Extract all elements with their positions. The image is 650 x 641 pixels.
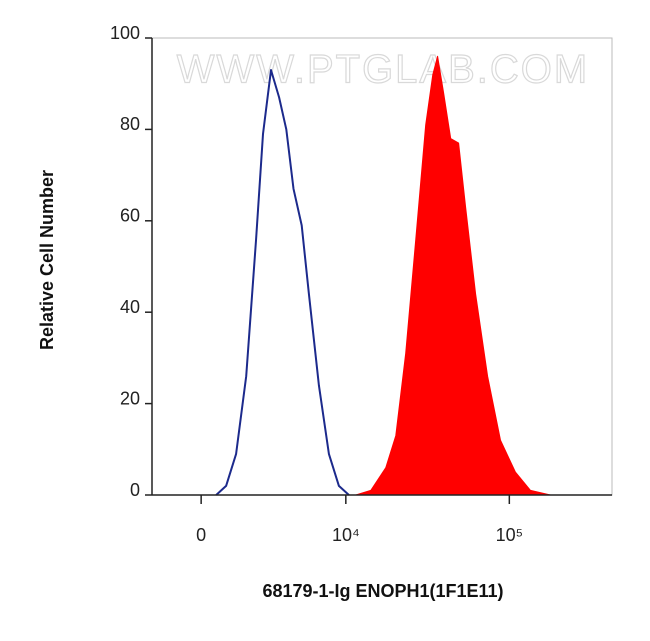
y-tick-label: 20 <box>120 388 140 408</box>
x-tick-label: 10⁴ <box>332 525 360 545</box>
histogram-line <box>215 69 350 496</box>
plot-frame <box>151 37 613 496</box>
y-tick-label: 0 <box>130 480 140 500</box>
y-axis-title: Relative Cell Number <box>37 170 57 350</box>
x-tick-label: 10⁵ <box>496 525 523 545</box>
x-tick-label: 0 <box>196 525 206 545</box>
watermark: WWW.PTGLAB.COM <box>177 48 589 92</box>
x-axis-title: 68179-1-Ig ENOPH1(1F1E11) <box>262 581 503 601</box>
y-tick-label: 40 <box>120 297 140 317</box>
y-tick-label: 60 <box>120 206 140 226</box>
y-tick-label: 100 <box>110 23 140 43</box>
y-tick-label: 80 <box>120 114 140 134</box>
histogram-area <box>355 55 551 496</box>
